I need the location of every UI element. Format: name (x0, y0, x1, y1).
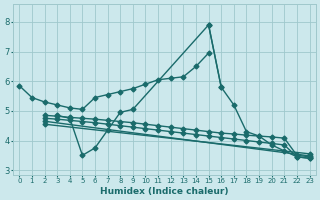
X-axis label: Humidex (Indice chaleur): Humidex (Indice chaleur) (100, 187, 229, 196)
